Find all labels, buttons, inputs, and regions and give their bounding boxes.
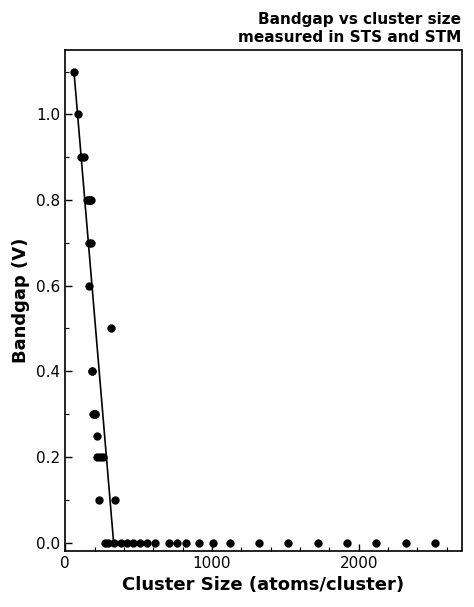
Point (136, 538, 144, 548)
Point (87, 195, 95, 205)
Point (91, 409, 98, 419)
Point (373, 538, 380, 548)
Point (70, 67, 78, 76)
Point (89, 367, 96, 376)
Point (255, 538, 263, 548)
Point (95, 495, 103, 504)
Point (101, 538, 109, 548)
Point (91, 409, 99, 419)
X-axis label: Cluster Size (atoms/cluster): Cluster Size (atoms/cluster) (122, 577, 404, 594)
Text: Bandgap vs cluster size
measured in STS and STM: Bandgap vs cluster size measured in STS … (238, 13, 462, 45)
Y-axis label: Bandgap (V): Bandgap (V) (12, 238, 30, 364)
Point (129, 538, 137, 548)
Point (144, 538, 151, 548)
Point (93, 430, 100, 440)
Point (195, 538, 202, 548)
Point (123, 538, 131, 548)
Point (89, 409, 97, 419)
Point (90, 409, 98, 419)
Point (165, 538, 173, 548)
Point (74, 110, 82, 120)
Point (86, 238, 93, 248)
Point (81, 152, 88, 162)
Point (173, 538, 181, 548)
Point (86, 195, 94, 205)
Point (431, 538, 439, 548)
Point (104, 538, 111, 548)
Point (83, 195, 91, 205)
Point (110, 538, 118, 548)
Point (94, 452, 101, 462)
Point (117, 538, 125, 548)
Point (343, 538, 351, 548)
Point (402, 538, 410, 548)
Point (284, 538, 292, 548)
Point (182, 538, 189, 548)
Point (151, 538, 158, 548)
Point (226, 538, 233, 548)
Point (86, 195, 93, 205)
Point (78, 152, 85, 162)
Point (85, 281, 92, 291)
Point (100, 452, 107, 462)
Point (85, 195, 92, 205)
Point (107, 324, 114, 333)
Point (314, 538, 321, 548)
Point (111, 495, 119, 504)
Point (97, 452, 104, 462)
Point (210, 538, 217, 548)
Point (87, 238, 95, 248)
Point (88, 367, 95, 376)
